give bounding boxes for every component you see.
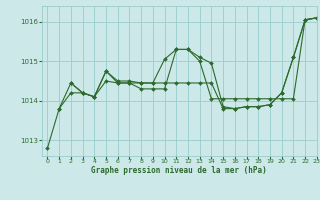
X-axis label: Graphe pression niveau de la mer (hPa): Graphe pression niveau de la mer (hPa) <box>91 166 267 175</box>
